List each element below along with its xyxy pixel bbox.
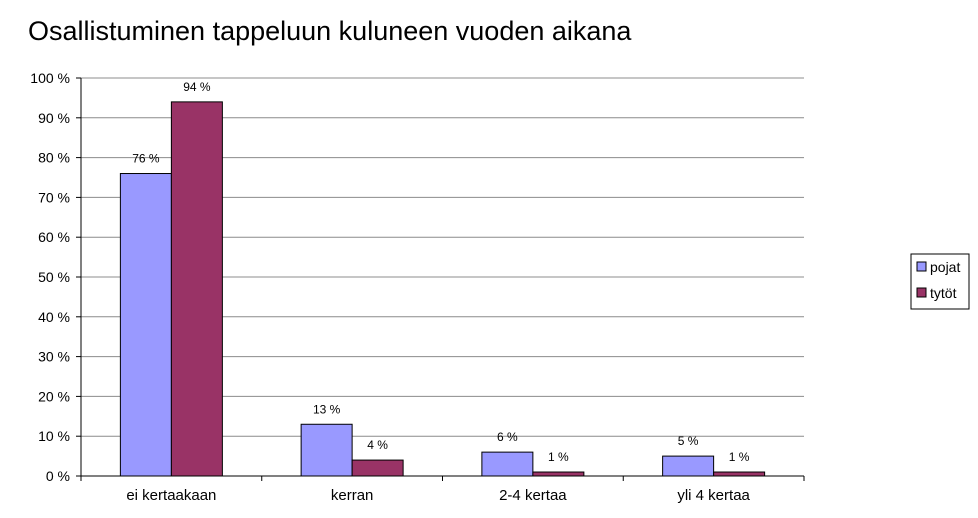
x-tick-label: kerran xyxy=(331,487,374,504)
legend: pojat tytöt xyxy=(910,253,970,310)
y-tick-label: 0 % xyxy=(46,468,70,484)
y-tick-label: 90 % xyxy=(38,110,70,126)
y-tick-label: 70 % xyxy=(38,189,70,205)
bar-pojat-0 xyxy=(119,173,172,477)
data-labels: 76 % 94 % 13 % 4 % 6 % 1 % 5 % 1 % xyxy=(132,80,750,464)
y-tick-label: 50 % xyxy=(38,269,70,285)
x-tick-label: ei kertaakaan xyxy=(126,487,216,504)
y-tick-label: 60 % xyxy=(38,229,70,245)
y-tick-label: 40 % xyxy=(38,309,70,325)
x-tick-label: yli 4 kertaa xyxy=(677,487,750,504)
data-label: 1 % xyxy=(548,450,569,464)
data-label: 5 % xyxy=(678,434,699,448)
legend-swatch-pojat xyxy=(916,261,927,272)
data-label: 76 % xyxy=(132,152,160,166)
bar-tytöt-0 xyxy=(170,101,223,477)
data-label: 13 % xyxy=(313,402,341,416)
chart-title: Osallistuminen tappeluun kuluneen vuoden… xyxy=(28,16,632,46)
data-label: 6 % xyxy=(497,430,518,444)
y-tick-label: 30 % xyxy=(38,349,70,365)
y-tick-label: 80 % xyxy=(38,150,70,166)
data-label: 4 % xyxy=(367,438,388,452)
data-label: 1 % xyxy=(729,450,750,464)
y-tick-label: 100 % xyxy=(30,70,70,86)
x-tick-label: 2-4 kertaa xyxy=(499,487,567,504)
y-tick-label: 20 % xyxy=(38,388,70,404)
y-tick-label: 10 % xyxy=(38,428,70,444)
axes: 0 % 10 % 20 % 30 % 40 % 50 % 60 % 70 % 80 % 90 % 1… xyxy=(30,70,805,504)
data-label: 94 % xyxy=(183,80,211,94)
bar-tytöt-1 xyxy=(351,459,404,477)
bar-pojat-1 xyxy=(300,423,353,477)
bar-pojat-2 xyxy=(481,451,534,477)
bar-tytöt-3 xyxy=(713,471,766,477)
bar-pojat-3 xyxy=(662,455,715,477)
bar-tytöt-2 xyxy=(532,471,585,477)
legend-label: tytöt xyxy=(930,285,957,301)
legend-label: pojat xyxy=(930,259,960,275)
legend-swatch-tytöt xyxy=(916,287,927,298)
